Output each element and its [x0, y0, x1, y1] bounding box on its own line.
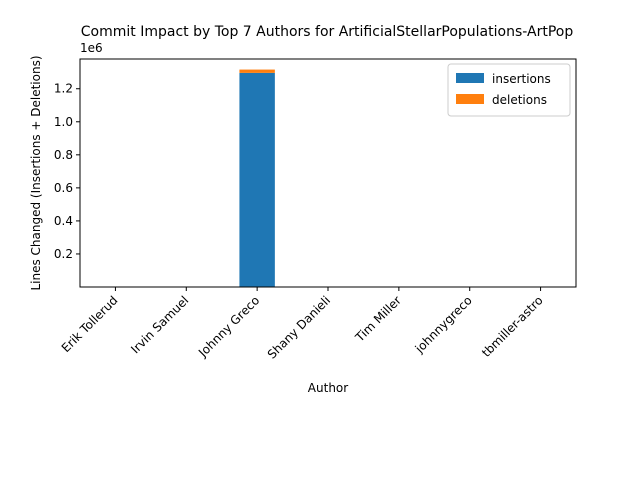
- x-tick-label: johnnygreco: [412, 293, 475, 356]
- y-tick-label: 1.0: [54, 115, 73, 129]
- x-tick-label: tbmiller-astro: [479, 293, 546, 360]
- legend-label-insertions: insertions: [492, 72, 551, 86]
- chart-title: Commit Impact by Top 7 Authors for Artif…: [81, 24, 574, 40]
- y-scale-label: 1e6: [80, 41, 103, 55]
- x-tick-label: Johnny Greco: [195, 293, 262, 360]
- legend: insertions deletions: [447, 63, 571, 117]
- y-tick-label: 0.6: [54, 181, 73, 195]
- legend-swatch-deletions: [456, 94, 484, 104]
- legend-swatch-insertions: [456, 73, 484, 83]
- x-axis: Erik Tollerud Irvin Samuel Johnny Greco Sha…: [59, 287, 546, 362]
- y-tick-label: 0.2: [54, 247, 73, 261]
- x-tick-label: Erik Tollerud: [59, 293, 121, 355]
- bar-deletions-2: [239, 69, 275, 73]
- x-axis-label: Author: [308, 381, 348, 395]
- y-tick-label: 0.8: [54, 148, 73, 162]
- x-tick-label: Irvin Samuel: [128, 293, 191, 356]
- legend-label-deletions: deletions: [492, 93, 547, 107]
- bar-insertions-2: [239, 72, 275, 287]
- x-tick-label: Shany Danieli: [265, 293, 333, 361]
- y-tick-label: 1.2: [54, 82, 73, 96]
- bars-group: [97, 69, 559, 287]
- y-axis: 0.2 0.4 0.6 0.8 1.0 1.2: [54, 82, 80, 261]
- y-axis-label: Lines Changed (Insertions + Deletions): [29, 55, 43, 290]
- y-tick-label: 0.4: [54, 214, 73, 228]
- x-tick-label: Tim Miller: [352, 293, 404, 345]
